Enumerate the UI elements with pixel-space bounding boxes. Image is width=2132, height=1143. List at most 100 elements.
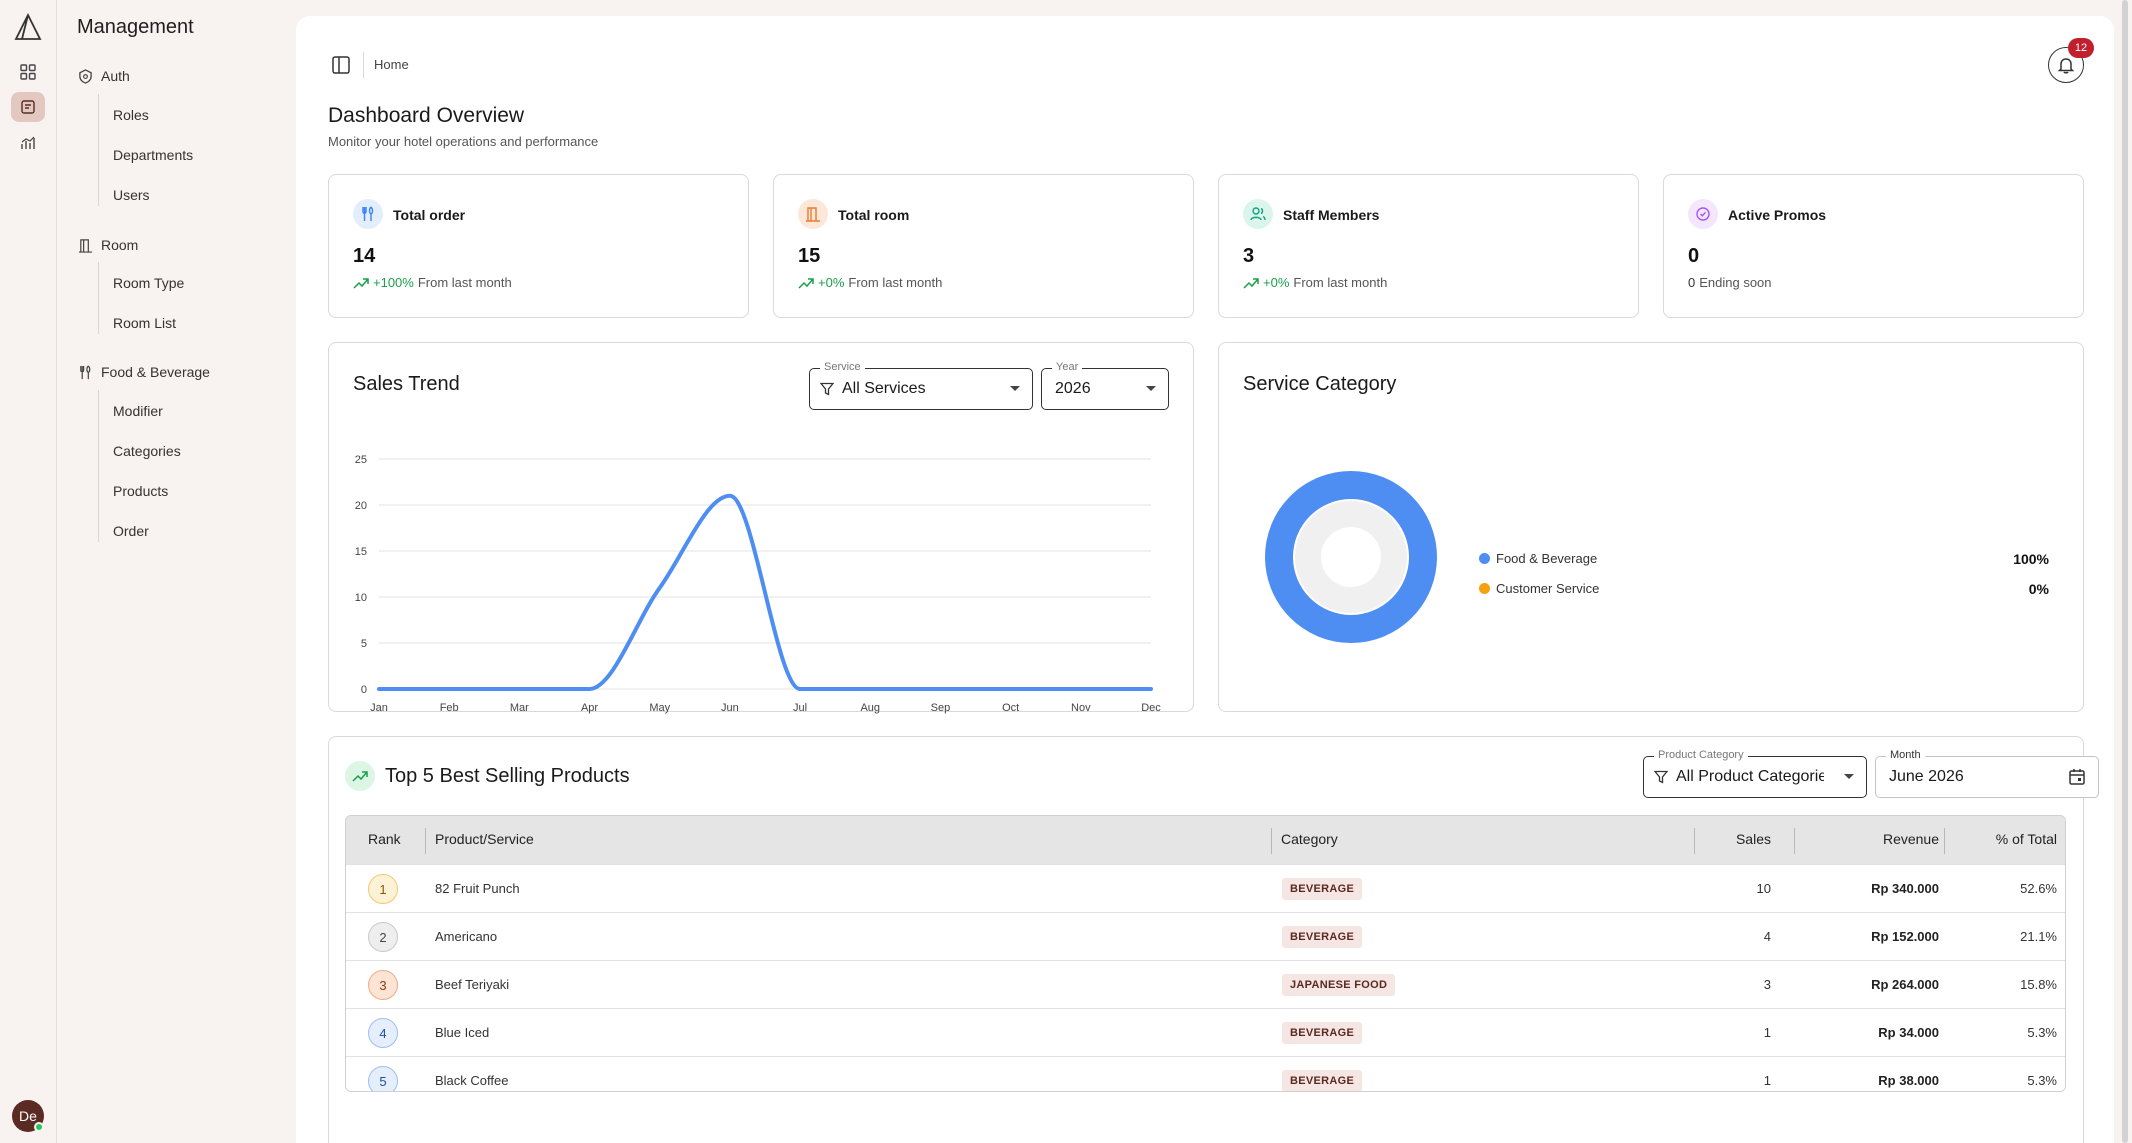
icon-rail: De (0, 0, 57, 1143)
month-picker-label: Month (1886, 749, 1925, 761)
sales-count: 3 (1763, 977, 1771, 992)
product-name: Americano (435, 929, 498, 944)
category-badge: BEVERAGE (1282, 1070, 1363, 1091)
breadcrumb[interactable]: Home (374, 57, 409, 72)
sidebar-item-room-type[interactable]: Room Type (113, 275, 185, 291)
stat-icon-wrap (1243, 199, 1273, 229)
y-tick-label: 0 (361, 684, 367, 696)
sidebar-group-auth[interactable]: Auth (78, 68, 130, 84)
stat-value: 0 (1688, 245, 1700, 267)
top-products-card: Top 5 Best Selling Products Product Cate… (328, 736, 2099, 1143)
sales-trend-title: Sales Trend (353, 373, 460, 395)
rank-badge: 4 (368, 1018, 398, 1048)
column-header-category[interactable]: Category (1281, 831, 1338, 847)
column-header-sales[interactable]: Sales (1735, 831, 1771, 847)
sidebar-group-room[interactable]: Room (78, 237, 138, 253)
sidebar-item-users[interactable]: Users (113, 187, 150, 203)
stat-change: 0 (1688, 275, 1696, 290)
trend-up-icon (352, 771, 368, 782)
door-icon (78, 238, 93, 253)
product-name: 82 Fruit Punch (435, 881, 520, 896)
main-panel: Home 12 Dashboard Overview Monitor your … (296, 16, 2114, 1143)
trend-up-icon (798, 277, 814, 289)
grid-icon (20, 64, 36, 80)
sidebar-item-departments[interactable]: Departments (113, 147, 194, 163)
notification-button[interactable] (2048, 47, 2084, 83)
sidebar-group-food-beverage[interactable]: Food & Beverage (78, 364, 210, 380)
filter-icon (1654, 770, 1668, 784)
sidebar-item-room-list[interactable]: Room List (113, 315, 177, 331)
column-separator (1271, 828, 1272, 854)
filter-icon (820, 382, 834, 396)
stat-footer: +0% From last month (1243, 275, 1387, 290)
revenue-value: Rp 152.000 (1871, 929, 1939, 944)
trend-up-icon (1243, 277, 1259, 289)
stat-label: Staff Members (1283, 207, 1380, 223)
stat-label: Active Promos (1728, 207, 1827, 223)
sidebar-item-modifier[interactable]: Modifier (113, 403, 163, 419)
stat-icon-wrap (798, 199, 828, 229)
sidebar-item-roles[interactable]: Roles (113, 107, 149, 123)
sidebar-item-products[interactable]: Products (113, 483, 169, 499)
stat-note: From last month (1293, 275, 1388, 290)
table-row[interactable]: 4 Blue Iced BEVERAGE 1 Rp 34.000 5.3% (346, 1008, 2065, 1056)
clipboard-icon (21, 100, 35, 114)
sidebar-item-order[interactable]: Order (113, 523, 149, 539)
bell-icon (2057, 58, 2075, 74)
table-row[interactable]: 1 82 Fruit Punch BEVERAGE 10 Rp 340.000 … (346, 864, 2065, 912)
column-header-product[interactable]: Product/Service (435, 831, 534, 847)
x-tick-label: Jun (721, 702, 739, 714)
page-scrollbar[interactable] (2122, 0, 2128, 1143)
dashboard-nav-button[interactable] (11, 57, 45, 87)
stat-note: From last month (848, 275, 943, 290)
column-header-revenue[interactable]: Revenue (1882, 831, 1939, 847)
stat-card-total-room: Total room 15 +0% From last month (773, 174, 1194, 318)
column-header-rank[interactable]: Rank (368, 831, 401, 847)
x-tick-label: May (649, 702, 670, 714)
table-row[interactable]: 3 Beef Teriyaki JAPANESE FOOD 3 Rp 264.0… (346, 960, 2065, 1008)
shield-icon (79, 68, 92, 84)
top-products-table: Rank Product/Service Category Sales Reve… (345, 815, 2066, 1092)
sales-count: 1 (1763, 1025, 1771, 1040)
table-row[interactable]: 2 Americano BEVERAGE 4 Rp 152.000 21.1% (346, 912, 2065, 960)
chevron-down-icon (1010, 386, 1020, 391)
reports-nav-button[interactable] (11, 128, 45, 158)
sidebar: Management Auth Roles Departments Users … (58, 0, 294, 1143)
calendar-icon[interactable] (2068, 768, 2086, 786)
page-subtitle: Monitor your hotel operations and perfor… (328, 134, 599, 149)
service-select[interactable]: Service All Services (809, 361, 1033, 410)
month-picker[interactable]: Month June 2026 (1875, 749, 2099, 798)
utensils-icon (80, 365, 91, 379)
column-header-percent[interactable]: % of Total (1995, 831, 2057, 847)
x-tick-label: Feb (440, 702, 459, 714)
notification-badge: 12 (2068, 38, 2094, 58)
sidebar-item-categories[interactable]: Categories (113, 443, 181, 459)
table-header: Rank Product/Service Category Sales Reve… (346, 816, 2065, 864)
stat-note: Ending soon (1699, 275, 1772, 290)
legend-percentage: 100% (2013, 550, 2049, 567)
category-badge: JAPANESE FOOD (1282, 974, 1396, 996)
door-icon (806, 207, 820, 222)
sidebar-toggle-icon[interactable] (332, 56, 350, 74)
product-category-select[interactable]: Product Category All Product Categories (1643, 749, 1867, 798)
year-select[interactable]: Year 2026 (1041, 361, 1169, 410)
y-tick-label: 15 (355, 546, 367, 558)
table-row[interactable]: 5 Black Coffee BEVERAGE 1 Rp 38.000 5.3% (346, 1056, 2065, 1091)
stat-icon-wrap (1688, 199, 1718, 229)
top-products-title: Top 5 Best Selling Products (385, 765, 630, 787)
sidebar-group-label: Auth (101, 68, 130, 84)
sidebar-tree-line (98, 94, 99, 206)
stat-value: 15 (798, 245, 821, 267)
chevron-down-icon (1844, 774, 1854, 779)
sales-count: 4 (1763, 929, 1771, 944)
user-avatar[interactable]: De (12, 1100, 44, 1132)
legend-dot (1479, 583, 1490, 594)
management-nav-button[interactable] (11, 92, 45, 122)
pie-slice[interactable] (1265, 471, 1437, 643)
x-tick-label: Dec (1141, 702, 1161, 714)
product-name: Black Coffee (435, 1073, 509, 1088)
product-category-label: Product Category (1654, 749, 1748, 761)
sidebar-group-label: Food & Beverage (101, 364, 210, 380)
revenue-value: Rp 34.000 (1878, 1025, 1939, 1040)
y-tick-label: 25 (355, 454, 367, 466)
